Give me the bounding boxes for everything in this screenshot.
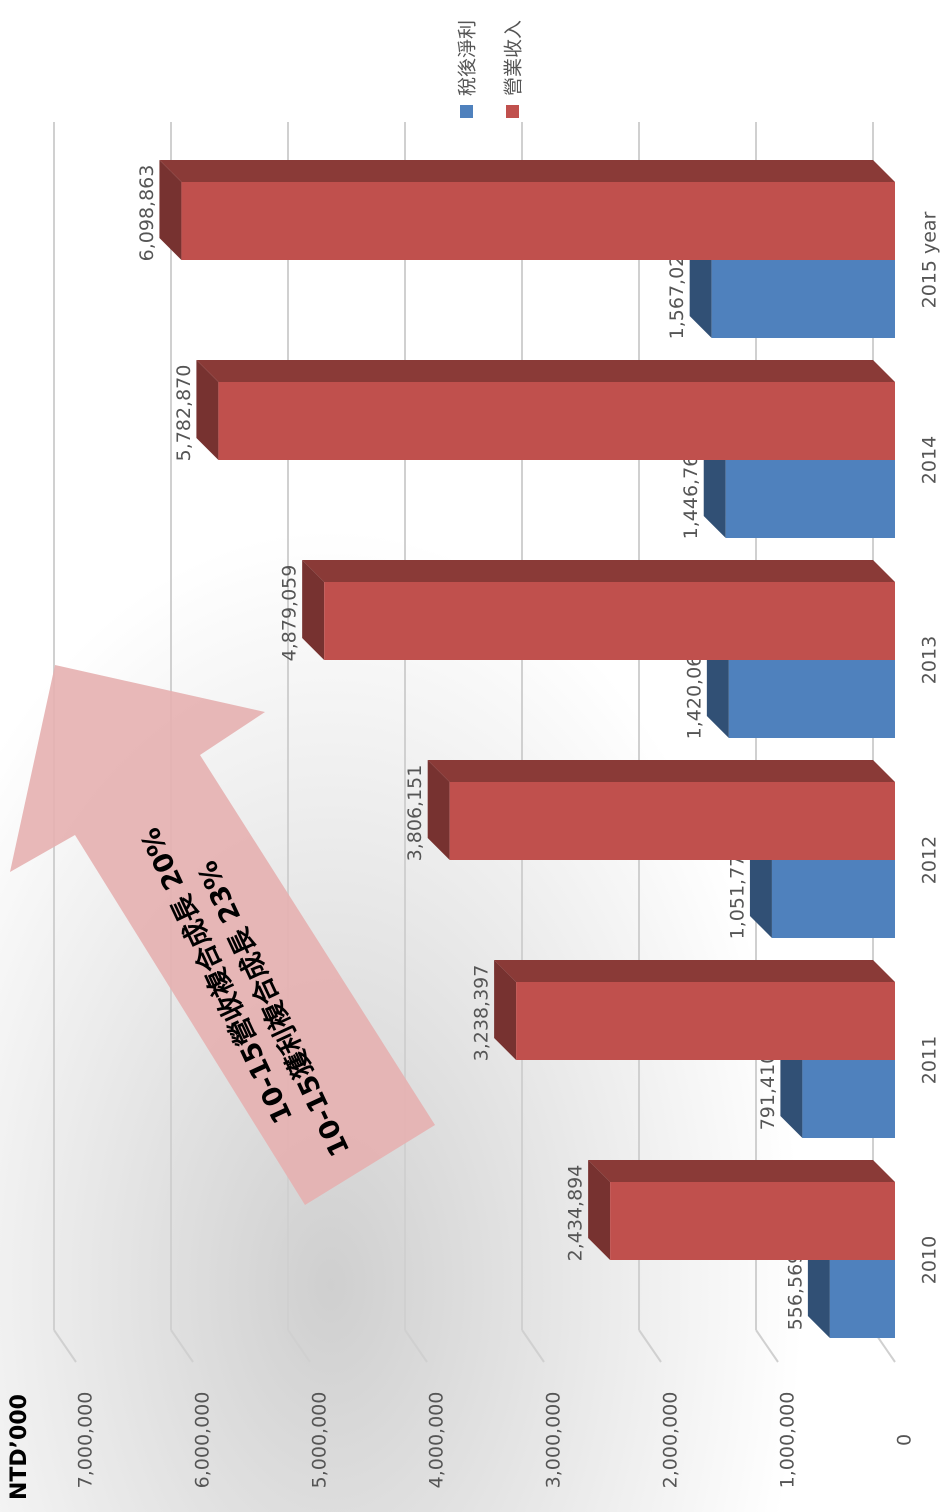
- y-tick-label: 7,000,000: [75, 1392, 97, 1489]
- x-tick-label: 2013: [919, 636, 941, 684]
- bar: [829, 1260, 895, 1338]
- value-label: 2,434,894: [565, 1165, 587, 1262]
- bar-side: [302, 560, 895, 582]
- value-label: 4,879,059: [279, 565, 301, 662]
- bar: [610, 1182, 896, 1260]
- bar-top: [494, 960, 517, 1060]
- bar-side: [588, 1160, 895, 1182]
- bar: [802, 1060, 895, 1138]
- bar-top: [703, 438, 726, 538]
- bar-top: [159, 160, 182, 260]
- bar: [711, 260, 896, 338]
- bar-top: [427, 760, 450, 860]
- bar-top: [706, 638, 729, 738]
- plot: NTD’000 0 1,000,000 2,000,000 3,000,000 4,00…: [7, 20, 941, 1500]
- bar-top: [689, 238, 712, 338]
- grid-line: [638, 1329, 662, 1363]
- x-tick-label: 2010: [919, 1236, 941, 1284]
- value-label: 5,782,870: [173, 365, 195, 462]
- value-label: 556,569: [784, 1252, 806, 1331]
- value-label: 3,238,397: [471, 965, 493, 1062]
- bar: [218, 382, 895, 460]
- bar-side: [159, 160, 895, 182]
- y-tick-label: 6,000,000: [192, 1392, 214, 1489]
- x-tick-label: 2014: [919, 436, 941, 484]
- bar: [516, 982, 895, 1060]
- legend-label: 營業收入: [503, 20, 525, 96]
- x-tick-label: 2011: [919, 1036, 941, 1084]
- value-label: 3,806,151: [404, 765, 426, 862]
- bar: [725, 460, 896, 538]
- value-label: 6,098,863: [136, 165, 158, 262]
- legend-label: 稅後淨利: [457, 20, 479, 96]
- y-tick-label: 0: [894, 1434, 916, 1446]
- y-tick-label: 1,000,000: [777, 1392, 799, 1489]
- arrow-shape: [10, 665, 435, 1205]
- value-label: 1,567,021: [666, 243, 688, 340]
- bar: [771, 860, 896, 938]
- legend-swatch: [506, 105, 519, 118]
- bar-side: [196, 360, 895, 382]
- bar-side: [494, 960, 895, 982]
- grid-line: [53, 1329, 77, 1363]
- bar-top: [302, 560, 325, 660]
- bar: [324, 582, 895, 660]
- grid-line: [287, 1329, 311, 1363]
- value-label: 1,446,767: [680, 443, 702, 540]
- bar: [449, 782, 895, 860]
- x-tick-label: 2012: [919, 836, 941, 884]
- value-label: 791,410: [757, 1052, 779, 1131]
- bar-top: [807, 1238, 830, 1338]
- bar-top: [196, 360, 219, 460]
- value-label: 1,051,770: [726, 843, 748, 940]
- bar-side: [427, 760, 895, 782]
- bar-top: [588, 1160, 611, 1260]
- y-tick-label: 5,000,000: [309, 1392, 331, 1489]
- grid-line: [521, 1329, 545, 1363]
- y-tick-label: 3,000,000: [543, 1392, 565, 1489]
- bar-top: [780, 1038, 803, 1138]
- grid-line: [170, 1329, 194, 1363]
- bar: [181, 182, 895, 260]
- grid-line: [404, 1329, 428, 1363]
- value-label: 1,420,062: [683, 643, 705, 740]
- x-tick-label: 2015 year: [919, 211, 941, 308]
- y-tick-label: 2,000,000: [660, 1392, 682, 1489]
- y-tick-label: 4,000,000: [426, 1392, 448, 1489]
- bar-top: [749, 838, 772, 938]
- legend-swatch: [460, 105, 473, 118]
- grid-line: [755, 1329, 779, 1363]
- unit-label: NTD’000: [7, 1394, 32, 1500]
- bar: [728, 660, 895, 738]
